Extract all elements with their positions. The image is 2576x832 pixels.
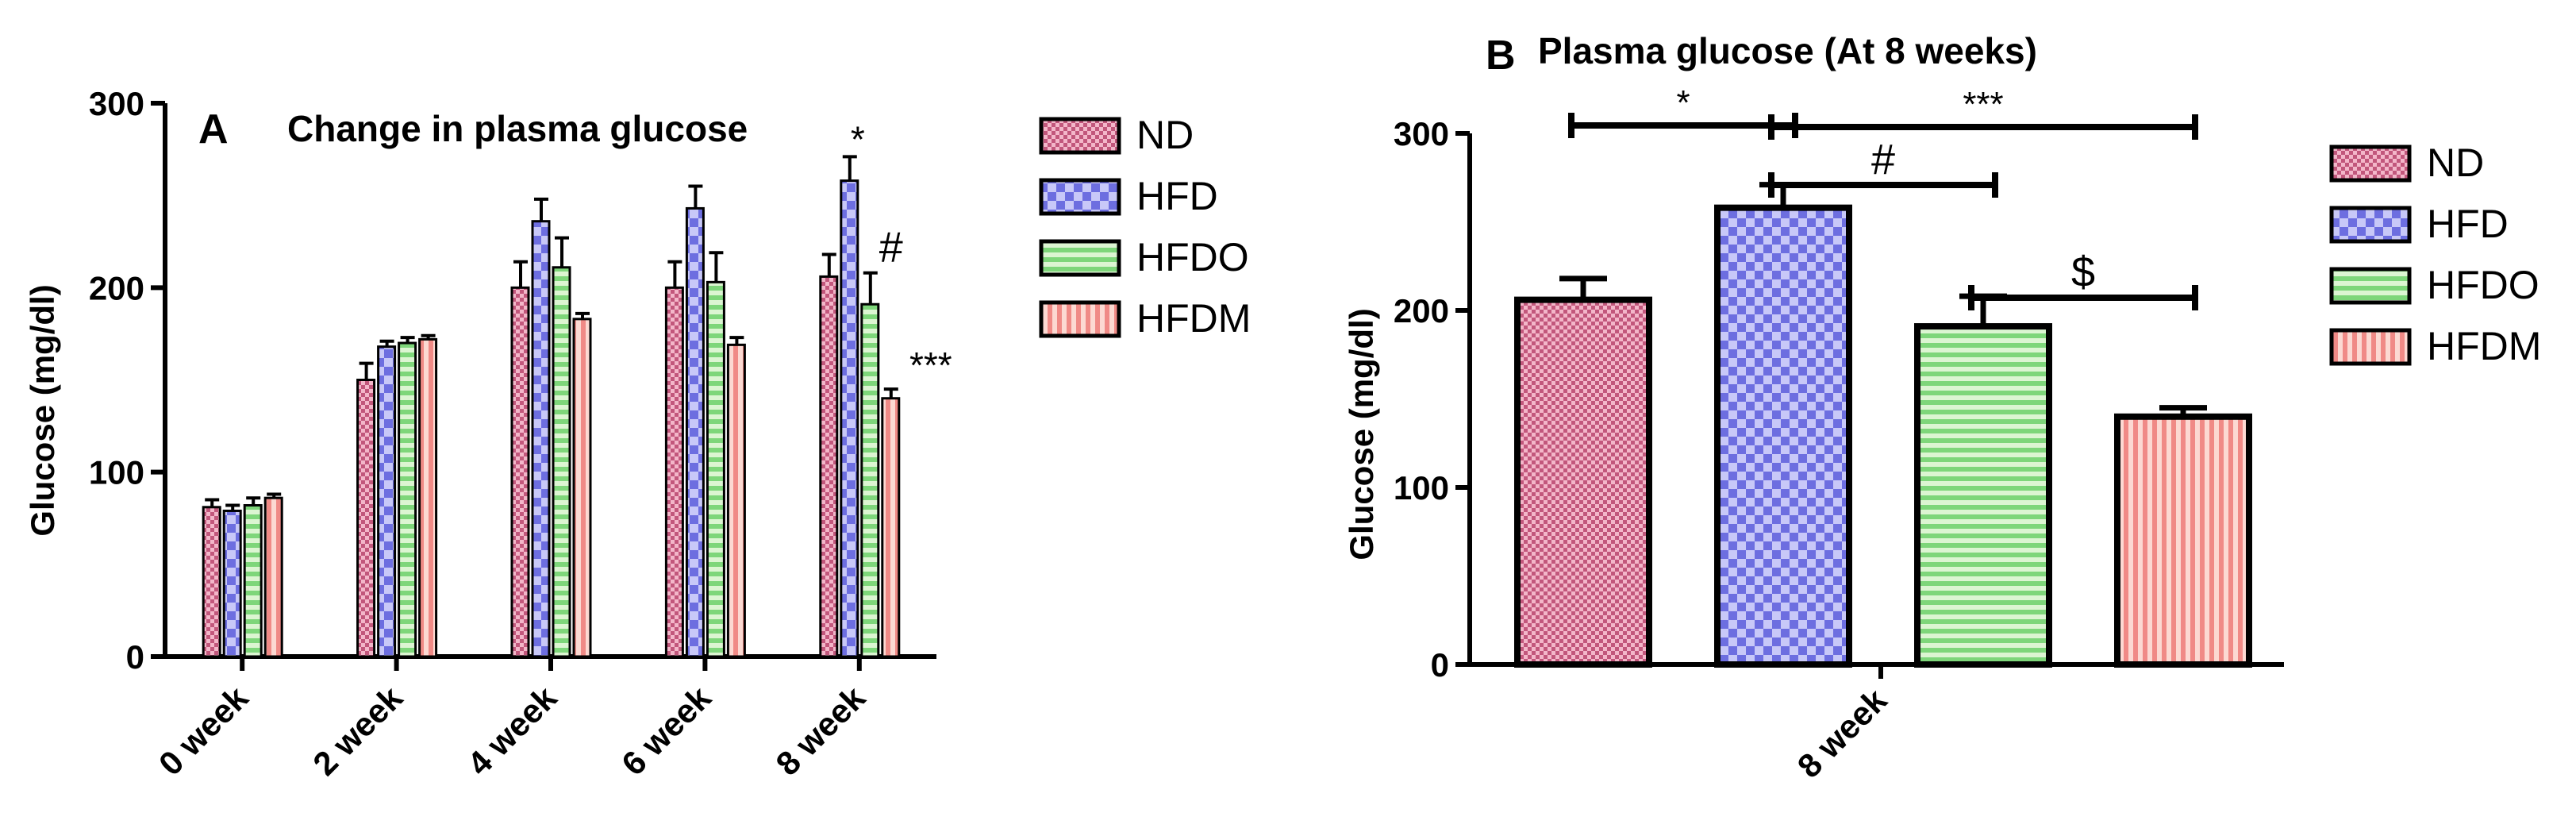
legend-label-hfd: HFD bbox=[2427, 202, 2509, 246]
panel-b-y-tick-label: 100 bbox=[1394, 469, 1449, 507]
bar-hfdm bbox=[2114, 413, 2252, 668]
panel-a-title: Change in plasma glucose bbox=[287, 108, 748, 149]
panel-a-x-tick-label: 8 week bbox=[769, 679, 873, 783]
panel-b-x-tick-label: 8 week bbox=[1790, 681, 1894, 785]
panel-a-significance-mark: # bbox=[879, 224, 903, 272]
bar-nd-8-week bbox=[819, 275, 839, 658]
legend-label-hfdo: HFDO bbox=[2427, 263, 2539, 307]
bar-hfdo-4-week bbox=[552, 266, 571, 658]
bar-hfdo-6-week bbox=[706, 280, 725, 658]
panel-a-y-tick-label: 100 bbox=[89, 454, 144, 491]
legend-swatch-hfdm bbox=[2329, 328, 2412, 366]
bar-hfd-6-week bbox=[685, 206, 705, 658]
bar-nd-2-week bbox=[356, 379, 376, 658]
panel-b-title: Plasma glucose (At 8 weeks) bbox=[1538, 30, 2037, 71]
panel-b-significance-mark: # bbox=[1871, 136, 1895, 183]
panel-b-significance-mark: *** bbox=[1963, 85, 2003, 124]
bar-hfdm-0-week bbox=[263, 496, 283, 658]
bar-nd-4-week bbox=[510, 286, 530, 658]
panel-b-legend: ND HFD HFDO HFDM bbox=[2329, 141, 2541, 368]
legend-label-hfdo: HFDO bbox=[1136, 235, 1249, 279]
panel-a-significance-mark: * bbox=[851, 118, 865, 160]
legend-swatch-hfd bbox=[1039, 178, 1121, 216]
legend-label-nd: ND bbox=[1136, 113, 1194, 157]
legend-label-hfd: HFD bbox=[1136, 174, 1218, 218]
panel-a-annotations: * # *** bbox=[851, 118, 952, 386]
panel-a-y-tick-label: 200 bbox=[89, 269, 144, 306]
panel-b-y-tick-label: 300 bbox=[1394, 115, 1449, 152]
bar-nd-6-week bbox=[664, 286, 684, 658]
panel-a-y-ticks: 0 100 200 300 bbox=[89, 85, 936, 676]
panel-b-significance-mark: $ bbox=[2071, 248, 2095, 296]
panel-b-y-tick-label: 200 bbox=[1394, 292, 1449, 329]
panel-a-y-tick-label: 300 bbox=[89, 85, 144, 122]
panel-b-y-axis-label: Glucose (mg/dl) bbox=[1343, 308, 1380, 560]
panel-a-x-tick-label: 6 week bbox=[614, 679, 718, 783]
legend-label-hfdm: HFDM bbox=[1136, 296, 1251, 341]
bar-nd-0-week bbox=[202, 506, 221, 658]
bar-hfd-2-week bbox=[377, 345, 397, 658]
bar-hfdo-2-week bbox=[398, 341, 417, 658]
legend-label-nd: ND bbox=[2427, 141, 2484, 185]
panel-b-letter: B bbox=[1486, 33, 1516, 79]
panel-b-significance-mark: * bbox=[1676, 83, 1690, 122]
legend-swatch-nd bbox=[1039, 117, 1121, 155]
legend-swatch-nd bbox=[2329, 144, 2412, 183]
bar-hfd-0-week bbox=[222, 509, 242, 658]
bar-hfdo-8-week bbox=[860, 302, 880, 658]
panel-b-significance: * ***#$ bbox=[1568, 83, 2198, 310]
bar-hfdm-8-week bbox=[881, 397, 901, 658]
panel-b-y-tick-label: 0 bbox=[1431, 646, 1449, 684]
bar-hfdo bbox=[1914, 323, 2052, 668]
legend-swatch-hfdm bbox=[1039, 300, 1121, 338]
bar-hfd-8-week bbox=[840, 179, 859, 658]
panel-a-letter: A bbox=[198, 106, 229, 152]
panel-b: B Plasma glucose (At 8 weeks) Glucose (m… bbox=[1343, 30, 2284, 785]
bar-hfd-4-week bbox=[531, 220, 551, 658]
panel-a-x-tick-label: 0 week bbox=[152, 679, 256, 783]
panel-a-significance-mark: *** bbox=[909, 345, 952, 386]
legend-swatch-hfd bbox=[2329, 206, 2412, 244]
bar-hfdo-0-week bbox=[243, 503, 263, 658]
legend-label-hfdm: HFDM bbox=[2427, 324, 2541, 368]
panel-a-x-tick-label: 2 week bbox=[306, 679, 409, 783]
bar-nd bbox=[1514, 296, 1652, 668]
bar-hfdm-4-week bbox=[572, 318, 592, 658]
panel-b-bars bbox=[1514, 182, 2252, 668]
panel-a-bars bbox=[202, 155, 901, 658]
panel-a: A Change in plasma glucose Glucose (mg/d… bbox=[24, 85, 952, 783]
bar-hfdm-2-week bbox=[418, 337, 438, 658]
panel-a-x-tick-labels: 0 week 2 week 4 week 6 week 8 week bbox=[152, 657, 873, 783]
panel-a-x-tick-label: 4 week bbox=[460, 679, 564, 783]
bar-hfd bbox=[1714, 204, 1852, 668]
legend-swatch-hfdo bbox=[1039, 239, 1121, 277]
panel-a-legend: ND HFD HFDO HFDM bbox=[1039, 113, 1251, 341]
panel-a-y-tick-label: 0 bbox=[126, 638, 144, 676]
legend-swatch-hfdo bbox=[2329, 267, 2412, 305]
panel-a-y-axis-label: Glucose (mg/dl) bbox=[24, 284, 61, 536]
bar-hfdm-6-week bbox=[726, 343, 746, 658]
